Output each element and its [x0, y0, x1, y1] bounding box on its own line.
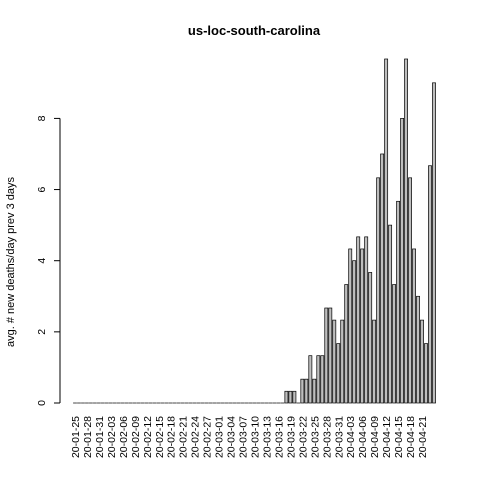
bar: [432, 82, 436, 404]
y-axis-label: avg. # new deaths/day prev 3 days: [5, 177, 17, 347]
y-tick-label: 4: [36, 258, 48, 264]
y-tick-label: 0: [36, 400, 48, 406]
bar: [396, 200, 401, 404]
bar: [368, 272, 373, 404]
bar: [412, 248, 416, 404]
bars: [73, 58, 436, 404]
bar: [336, 343, 341, 404]
x-tick-label: 20-02-06: [118, 416, 130, 458]
bar: [352, 260, 357, 404]
bar: [372, 319, 377, 404]
bar: [416, 295, 420, 404]
bar: [300, 378, 305, 404]
y-axis: 0 2 4 6 8: [36, 115, 61, 406]
x-tick-label: 20-03-04: [226, 416, 238, 458]
x-tick-label: 20-04-21: [417, 416, 429, 458]
y-tick-label: 8: [36, 115, 48, 121]
x-tick-label: 20-02-27: [202, 416, 214, 458]
bar: [400, 118, 405, 404]
bar: [344, 284, 349, 404]
bar: [304, 378, 309, 404]
x-tick-label: 20-02-03: [106, 416, 118, 458]
bar: [292, 390, 297, 404]
bar: [340, 319, 345, 404]
bar: [332, 319, 337, 404]
x-tick-label: 20-04-15: [393, 416, 405, 458]
bar: [388, 224, 393, 404]
x-tick-label: 20-01-28: [82, 416, 94, 458]
x-tick-label: 20-03-13: [261, 416, 273, 458]
x-tick-label: 20-03-07: [238, 416, 250, 458]
y-tick-label: 6: [36, 186, 48, 192]
x-tick-label: 20-03-22: [297, 416, 309, 458]
bar: [324, 307, 329, 404]
x-tick-label: 20-01-25: [70, 416, 82, 458]
x-tick-label: 20-04-09: [369, 416, 381, 458]
x-tick-label: 20-02-15: [154, 416, 166, 458]
bar: [408, 177, 412, 404]
bar: [308, 355, 313, 404]
x-tick-label: 20-02-18: [166, 416, 178, 458]
bar: [360, 248, 365, 404]
x-tick-label: 20-01-31: [94, 416, 106, 458]
chart-title: us-loc-south-carolina: [188, 23, 321, 38]
bar: [316, 355, 321, 404]
bar: [320, 355, 325, 404]
x-tick-label: 20-02-12: [142, 416, 154, 458]
bar: [288, 390, 293, 404]
x-axis: 20-01-25 20-01-28 20-01-31 20-02-03 20-02-06…: [70, 416, 429, 458]
x-tick-label: 20-04-03: [345, 416, 357, 458]
bar: [404, 58, 408, 404]
bar: [380, 153, 385, 404]
bar: [284, 390, 289, 404]
bar: [428, 165, 432, 404]
bar: [420, 319, 424, 404]
bar: [364, 236, 369, 404]
bar: [348, 248, 353, 404]
y-tick-label: 2: [36, 329, 48, 335]
x-tick-label: 20-04-12: [381, 416, 393, 458]
x-tick-label: 20-02-21: [178, 416, 190, 458]
bar: [312, 378, 317, 404]
x-tick-label: 20-04-06: [357, 416, 369, 458]
bar: [376, 177, 381, 404]
x-tick-label: 20-03-25: [309, 416, 321, 458]
x-tick-label: 20-04-18: [405, 416, 417, 458]
bar: [392, 284, 397, 404]
x-tick-label: 20-03-01: [214, 416, 226, 458]
x-tick-label: 20-02-09: [130, 416, 142, 458]
x-tick-label: 20-03-31: [333, 416, 345, 458]
bar: [424, 343, 428, 404]
bar: [328, 307, 333, 404]
x-tick-label: 20-03-16: [273, 416, 285, 458]
x-tick-label: 20-02-24: [190, 416, 202, 458]
x-tick-label: 20-03-19: [285, 416, 297, 458]
bar: [384, 58, 389, 404]
bar: [356, 236, 361, 404]
x-tick-label: 20-03-28: [321, 416, 333, 458]
x-tick-label: 20-03-10: [250, 416, 262, 458]
